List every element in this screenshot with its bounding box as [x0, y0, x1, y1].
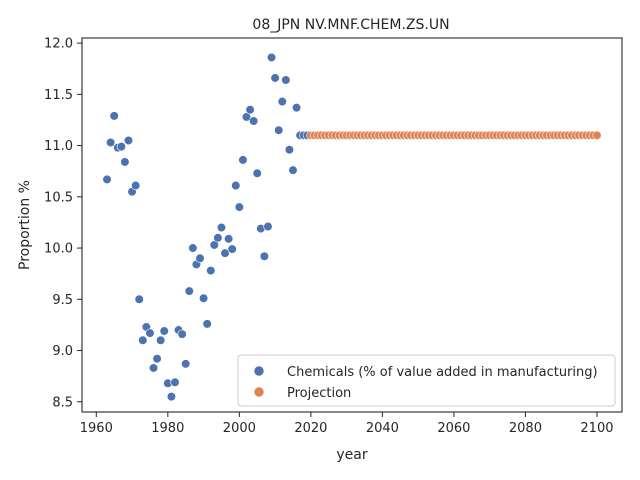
x-tick-label: 1980: [151, 421, 184, 436]
y-tick-label: 12.0: [44, 37, 73, 52]
chart-title: 08_JPN NV.MNF.CHEM.ZS.UN: [252, 17, 449, 33]
data-point-chemicals: [177, 329, 187, 339]
data-point-chemicals: [259, 251, 269, 261]
data-point-chemicals: [281, 75, 291, 85]
data-point-chemicals: [131, 180, 141, 191]
data-point-chemicals: [277, 96, 287, 107]
y-tick-label: 10.0: [44, 242, 73, 257]
data-point-chemicals: [198, 293, 209, 303]
data-point-projection: [592, 130, 602, 140]
data-point-chemicals: [266, 52, 277, 63]
data-point-chemicals: [195, 253, 205, 263]
y-tick-label: 8.5: [52, 395, 73, 410]
data-point-chemicals: [152, 354, 162, 364]
x-tick-label: 2100: [580, 421, 613, 436]
data-point-chemicals: [291, 103, 302, 113]
data-point-chemicals: [231, 180, 241, 191]
data-point-chemicals: [245, 105, 255, 115]
data-point-chemicals: [288, 165, 298, 175]
data-point-chemicals: [202, 319, 212, 329]
data-point-chemicals: [138, 335, 148, 345]
x-tick-label: 2040: [366, 421, 399, 436]
y-tick-label: 11.0: [44, 139, 73, 154]
x-axis-title: year: [336, 447, 367, 463]
data-point-chemicals: [120, 157, 130, 167]
y-axis-title: Proportion %: [17, 180, 33, 270]
data-point-chemicals: [220, 248, 230, 258]
legend: Chemicals (% of value added in manufactu…: [237, 354, 616, 407]
x-tick-label: 1960: [80, 421, 113, 436]
legend-marker-chemicals: [253, 365, 265, 377]
data-point-chemicals: [238, 155, 248, 165]
y-tick-label: 11.5: [44, 88, 73, 103]
data-point-chemicals: [263, 221, 273, 232]
data-point-chemicals: [188, 243, 198, 253]
data-point-chemicals: [145, 328, 155, 338]
data-point-chemicals: [184, 286, 194, 296]
points-layer: [102, 52, 602, 402]
data-point-chemicals: [270, 73, 280, 83]
legend-label-projection: Projection: [287, 386, 351, 401]
legend-box: [237, 354, 616, 407]
legend-label-chemicals: Chemicals (% of value added in manufactu…: [287, 365, 598, 380]
data-point-chemicals: [224, 234, 234, 244]
data-point-chemicals: [252, 168, 262, 178]
x-tick-label: 2020: [294, 421, 327, 436]
ticks-layer: 1960 1980 2000 2020 2040 2060 2080 2100 8.5 9.0 9.…: [44, 37, 613, 436]
data-point-chemicals: [227, 244, 237, 254]
data-point-chemicals: [109, 111, 119, 121]
plot-frame: [81, 37, 623, 413]
data-point-chemicals: [206, 265, 216, 276]
data-point-chemicals: [284, 145, 295, 155]
data-point-chemicals: [156, 335, 166, 345]
data-point-chemicals: [102, 174, 112, 185]
y-tick-label: 9.0: [52, 344, 73, 359]
legend-marker-projection: [253, 386, 265, 398]
data-point-chemicals: [123, 135, 134, 146]
data-point-chemicals: [170, 377, 180, 387]
data-point-chemicals: [134, 294, 144, 304]
data-point-chemicals: [249, 116, 259, 126]
data-point-chemicals: [234, 202, 244, 212]
y-tick-label: 10.5: [44, 190, 73, 205]
data-point-chemicals: [166, 392, 177, 402]
data-point-chemicals: [148, 363, 159, 373]
data-point-chemicals: [159, 326, 169, 336]
data-point-chemicals: [181, 359, 191, 369]
data-point-chemicals: [213, 233, 223, 243]
data-point-chemicals: [274, 125, 284, 135]
y-tick-label: 9.5: [52, 293, 73, 308]
x-tick-label: 2000: [223, 421, 256, 436]
x-tick-label: 2060: [437, 421, 470, 436]
data-point-chemicals: [116, 142, 126, 152]
x-tick-label: 2080: [509, 421, 542, 436]
data-point-chemicals: [216, 222, 227, 233]
data-point-chemicals: [106, 137, 116, 148]
